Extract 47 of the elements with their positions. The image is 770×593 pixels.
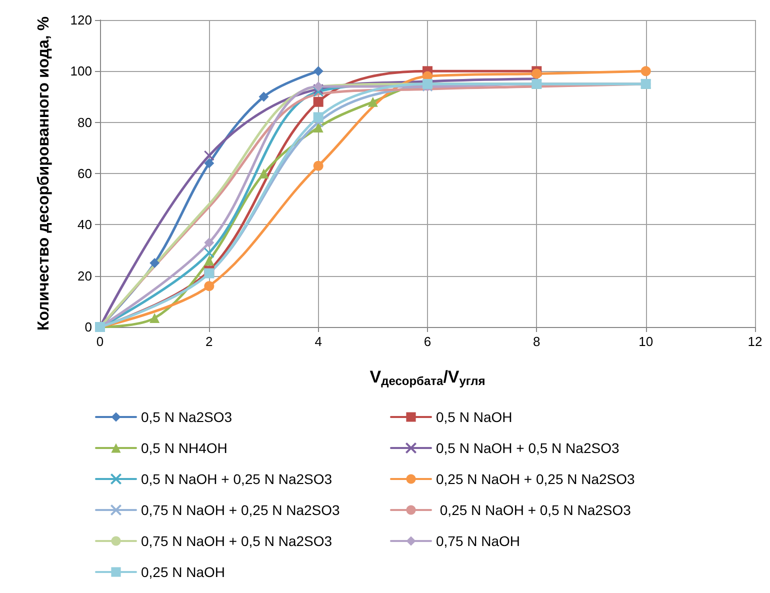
y-tick-label: 40 — [78, 217, 92, 232]
y-tick-label: 0 — [84, 320, 92, 334]
x-tick-label: 0 — [96, 334, 104, 349]
point — [204, 238, 214, 248]
point — [368, 96, 378, 107]
point — [204, 255, 214, 266]
legend-label: 0,25 N NaOH + 0,25 N Na2SO3 — [436, 471, 636, 487]
legend-label: 0,75 N NaOH — [436, 533, 520, 549]
x-tick-label: 6 — [424, 334, 432, 349]
legend-label: 0,25 N NaOH — [141, 564, 226, 580]
legend-label: 0,5 N Na2SO3 — [141, 409, 232, 425]
point — [258, 92, 269, 102]
point — [313, 96, 324, 107]
y-tick-label: 60 — [78, 166, 92, 181]
x-tick-label: 2 — [206, 334, 213, 349]
point — [204, 158, 214, 168]
x-tick-label: 12 — [748, 334, 762, 349]
legend-label: 0,5 N NaOH — [436, 409, 512, 425]
legend-label: 0,75 N NaOH + 0,5 N Na2SO3 — [141, 533, 332, 549]
point — [313, 112, 324, 122]
legend-label: 0,75 N NaOH + 0,25 N Na2SO3 — [141, 502, 340, 518]
y-axis-title: Количество десорбированного иода, % — [36, 16, 52, 331]
point — [532, 68, 542, 79]
legend-label: 0,5 N NH4OH — [141, 440, 228, 456]
y-tick-label: 80 — [78, 114, 92, 130]
legend-label: 0,25 N NaOH + 0,5 N Na2SO3 — [436, 502, 632, 518]
point — [640, 66, 651, 76]
y-tick-label: 100 — [70, 64, 92, 79]
point — [150, 313, 160, 324]
point — [204, 150, 214, 161]
point — [204, 281, 214, 292]
point — [204, 248, 214, 258]
x-tick-label: 8 — [533, 334, 540, 349]
point — [313, 82, 324, 92]
point — [258, 168, 269, 178]
legend-label: 0,5 N NaOH + 0,25 N Na2SO3 — [141, 471, 332, 487]
y-tick-label: 20 — [78, 268, 92, 284]
y-tick-label: 120 — [70, 12, 92, 28]
x-tick-label: 10 — [638, 334, 654, 349]
point — [313, 122, 324, 132]
point — [313, 84, 324, 94]
legend-label: 0,5 N NaOH + 0,5 N Na2SO3 — [436, 440, 620, 456]
x-tick-label: 4 — [314, 334, 322, 349]
point — [313, 86, 324, 97]
point — [313, 160, 324, 171]
point — [150, 258, 160, 268]
point — [313, 66, 324, 76]
